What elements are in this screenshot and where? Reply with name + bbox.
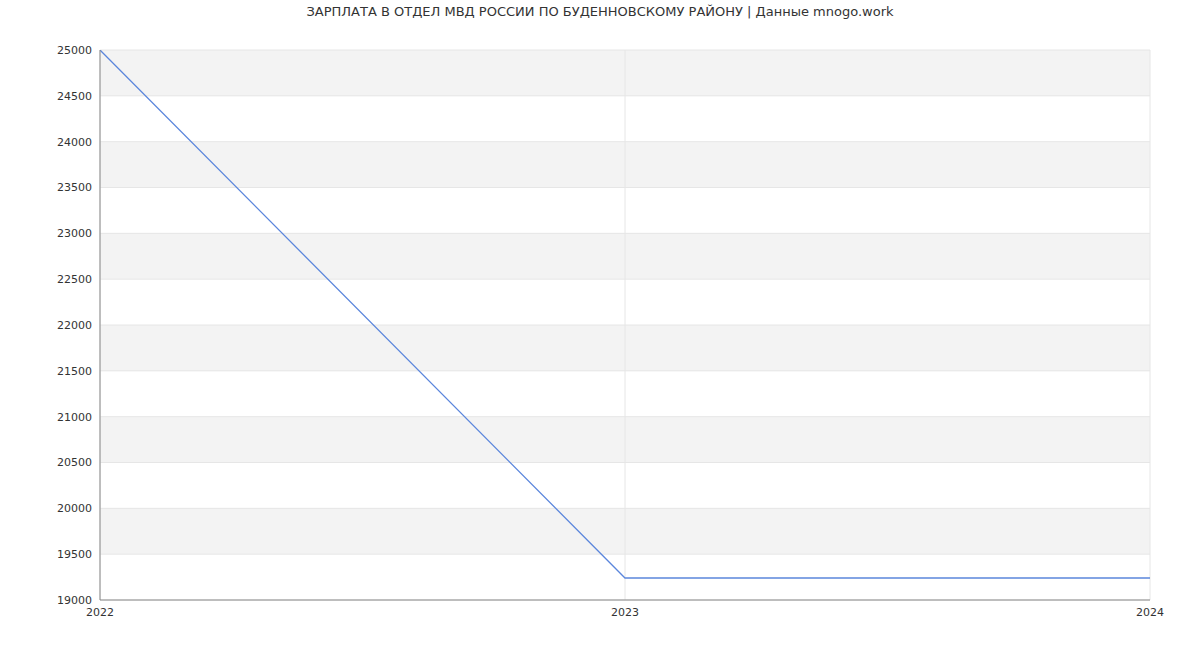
svg-text:2024: 2024 [1136,606,1164,619]
svg-text:19500: 19500 [57,548,92,561]
svg-text:22000: 22000 [57,319,92,332]
svg-text:24500: 24500 [57,90,92,103]
svg-text:20500: 20500 [57,456,92,469]
svg-text:22500: 22500 [57,273,92,286]
svg-text:19000: 19000 [57,594,92,607]
svg-text:2023: 2023 [611,606,639,619]
svg-text:24000: 24000 [57,136,92,149]
html-text:ЗАРПЛАТА В ОТДЕЛ МВД РОССИИ ПО: ЗАРПЛАТА В ОТДЕЛ МВД РОССИИ ПО БУДЕННОВС… [306,4,894,19]
svg-text:21000: 21000 [57,411,92,424]
svg-text:23000: 23000 [57,227,92,240]
svg-text:20000: 20000 [57,502,92,515]
svg-text:25000: 25000 [57,44,92,57]
svg-text:2022: 2022 [86,606,114,619]
svg-text:21500: 21500 [57,365,92,378]
svg-text:23500: 23500 [57,181,92,194]
